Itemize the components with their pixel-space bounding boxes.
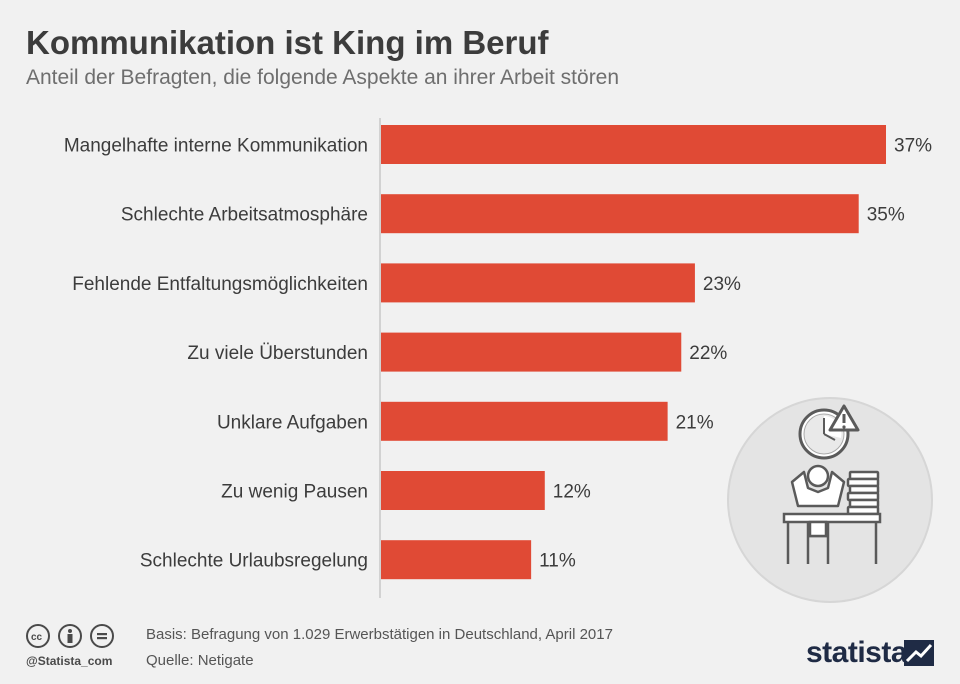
chart-title: Kommunikation ist King im Beruf [26,24,549,61]
category-label: Zu viele Überstunden [187,343,368,364]
footer-basis: Basis: Befragung von 1.029 Erwerbstätige… [146,626,613,643]
value-label: 37% [894,136,932,157]
value-label: 22% [689,343,727,364]
footer-source: Quelle: Netigate [146,652,254,669]
statista-handle: @Statista_com [26,654,113,668]
stressed-person-icon [790,464,846,508]
value-label: 11% [539,551,576,572]
bar-1 [381,194,859,234]
bar-4 [381,401,668,441]
warning-icon [828,404,860,432]
bar-0 [381,125,886,164]
bar-2 [381,263,695,303]
value-label: 12% [553,482,591,503]
bar-6 [381,540,532,580]
category-label: Schlechte Arbeitsatmosphäre [121,205,368,226]
value-label: 35% [867,205,905,226]
statista-logo[interactable]: statista [806,636,908,669]
desk-icon [782,512,882,564]
value-label: 23% [703,274,741,295]
bar-3 [381,332,682,372]
statista-logo-mark [904,640,934,666]
category-label: Schlechte Urlaubsregelung [140,551,368,572]
svg-text:cc: cc [31,632,43,643]
paper-stack-icon [846,470,880,516]
by-icon [58,624,82,648]
category-label: Fehlende Entfaltungsmöglichkeiten [72,274,368,295]
value-label: 21% [676,412,714,433]
stress-illustration [726,396,934,604]
bars-group: Mangelhafte interne Kommunikation 37% Schl… [64,125,932,580]
nd-icon [90,624,114,648]
category-label: Unklare Aufgaben [217,412,368,433]
bar-5 [381,471,545,510]
cc-icon: cc [26,624,50,648]
chart-subtitle: Anteil der Befragten, die folgende Aspek… [26,66,620,89]
category-label: Mangelhafte interne Kommunikation [64,136,368,157]
category-label: Zu wenig Pausen [221,482,368,503]
